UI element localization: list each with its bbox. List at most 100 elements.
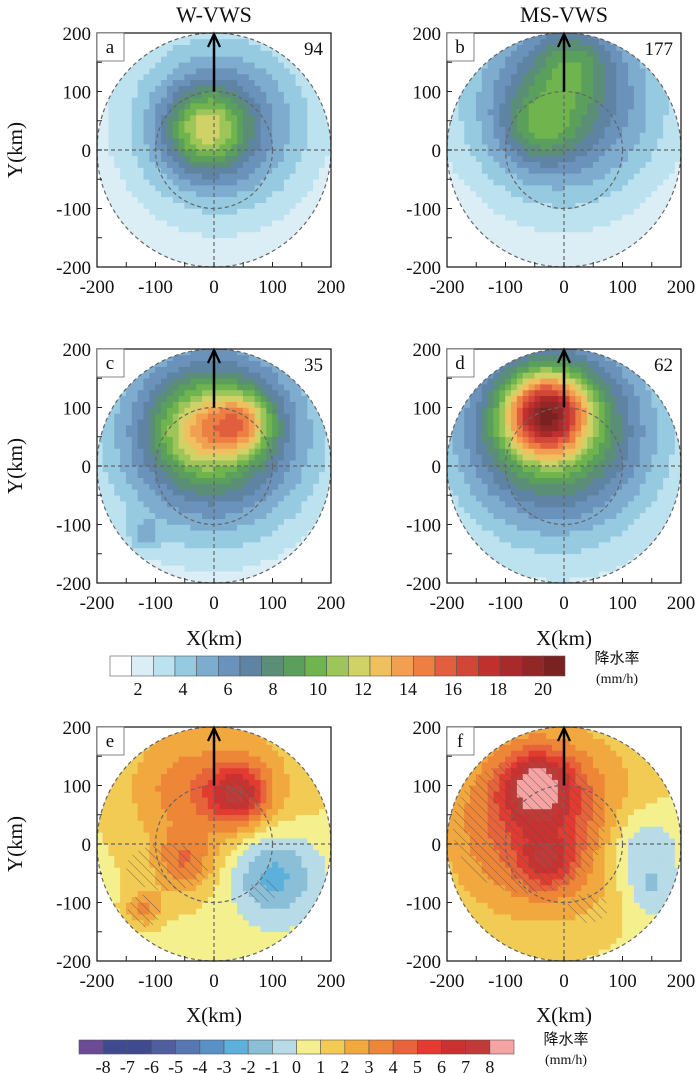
field-cell bbox=[289, 448, 297, 455]
field-cell bbox=[481, 79, 489, 86]
field-cell bbox=[301, 173, 308, 180]
field-cell bbox=[552, 67, 559, 75]
field-cell bbox=[248, 67, 256, 75]
field-cell bbox=[190, 178, 197, 186]
field-cell bbox=[213, 85, 221, 92]
field-cell bbox=[563, 33, 571, 40]
field-cell bbox=[248, 377, 256, 385]
field-cell bbox=[324, 114, 331, 122]
field-cell bbox=[569, 349, 576, 356]
field-cell bbox=[266, 395, 273, 402]
field-cell bbox=[575, 102, 582, 110]
field-cell bbox=[534, 454, 541, 461]
field-cell bbox=[540, 143, 547, 151]
field-cell bbox=[97, 483, 104, 490]
field-cell bbox=[266, 454, 273, 461]
field-cell bbox=[131, 413, 139, 420]
field-cell bbox=[563, 366, 571, 373]
field-cell bbox=[143, 465, 150, 473]
field-cell bbox=[657, 149, 664, 157]
field-cell bbox=[108, 477, 115, 484]
field-cell bbox=[552, 477, 559, 484]
field-cell bbox=[540, 173, 547, 180]
field-cell bbox=[242, 225, 250, 233]
field-cell bbox=[616, 97, 623, 104]
field-cell bbox=[266, 231, 273, 239]
field-cell bbox=[546, 576, 553, 583]
y-tick-label: 100 bbox=[63, 83, 92, 104]
field-cell bbox=[184, 184, 191, 192]
field-cell bbox=[190, 547, 197, 555]
field-cell bbox=[313, 155, 320, 162]
field-cell bbox=[657, 126, 664, 133]
field-cell bbox=[581, 85, 588, 92]
field-cell bbox=[645, 67, 653, 75]
field-cell bbox=[289, 383, 297, 391]
field-cell bbox=[528, 471, 536, 478]
field-cell bbox=[540, 255, 547, 262]
field-cell bbox=[272, 67, 279, 75]
field-cell bbox=[231, 436, 238, 443]
field-cell bbox=[516, 512, 524, 519]
field-cell bbox=[219, 377, 226, 385]
field-cell bbox=[487, 383, 495, 391]
field-cell bbox=[633, 143, 641, 151]
field-cell bbox=[569, 530, 576, 537]
field-cell bbox=[231, 260, 238, 267]
field-cell bbox=[272, 243, 279, 250]
field-cell bbox=[260, 249, 267, 256]
field-cell bbox=[475, 459, 483, 467]
field-cell bbox=[528, 442, 536, 449]
field-cell bbox=[260, 85, 267, 92]
field-cell bbox=[114, 167, 121, 174]
field-cell bbox=[505, 56, 512, 63]
field-cell bbox=[522, 494, 530, 502]
field-cell bbox=[552, 471, 559, 478]
field-cell bbox=[207, 67, 215, 75]
field-cell bbox=[487, 91, 495, 98]
field-cell bbox=[522, 161, 530, 168]
field-cell bbox=[622, 143, 629, 151]
y-tick-label: 100 bbox=[63, 399, 92, 420]
x-tick-label: -200 bbox=[80, 593, 115, 614]
field-cell bbox=[125, 126, 133, 133]
field-cell bbox=[254, 225, 262, 233]
field-cell bbox=[225, 79, 232, 86]
field-cell bbox=[260, 389, 267, 397]
field-cell bbox=[552, 395, 559, 402]
field-cell bbox=[552, 249, 559, 256]
field-cell bbox=[481, 530, 489, 537]
field-cell bbox=[622, 108, 629, 116]
field-cell bbox=[225, 377, 232, 385]
field-cell bbox=[464, 401, 471, 408]
field-cell bbox=[283, 413, 291, 420]
field-cell bbox=[552, 219, 559, 227]
field-cell bbox=[499, 149, 506, 157]
field-cell bbox=[307, 97, 314, 104]
field-cell bbox=[225, 143, 232, 151]
field-cell bbox=[534, 401, 541, 408]
field-cell bbox=[616, 102, 623, 110]
field-cell bbox=[546, 50, 553, 57]
field-cell bbox=[516, 91, 524, 98]
field-cell bbox=[161, 389, 168, 397]
field-cell bbox=[587, 395, 594, 402]
field-cell bbox=[143, 114, 150, 122]
field-cell bbox=[505, 102, 512, 110]
field-cell bbox=[260, 530, 267, 537]
field-cell bbox=[161, 190, 168, 198]
field-cell bbox=[295, 418, 303, 426]
field-cell bbox=[552, 436, 559, 443]
field-cell bbox=[493, 214, 500, 221]
field-cell bbox=[540, 565, 547, 572]
field-cell bbox=[202, 208, 209, 215]
field-cell bbox=[581, 424, 588, 432]
field-cell bbox=[254, 506, 262, 514]
field-cell bbox=[487, 553, 495, 560]
field-cell bbox=[639, 190, 647, 198]
field-cell bbox=[213, 389, 221, 397]
field-cell bbox=[622, 184, 629, 192]
field-cell bbox=[319, 149, 326, 157]
field-cell bbox=[213, 56, 221, 63]
field-cell bbox=[196, 418, 203, 426]
